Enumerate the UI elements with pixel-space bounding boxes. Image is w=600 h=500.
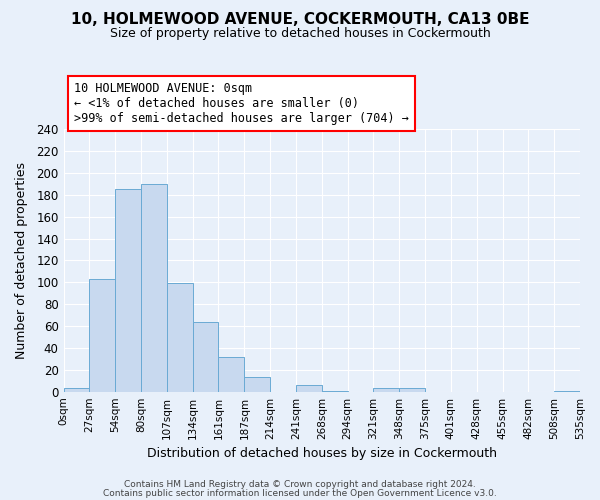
Text: 10, HOLMEWOOD AVENUE, COCKERMOUTH, CA13 0BE: 10, HOLMEWOOD AVENUE, COCKERMOUTH, CA13 … [71, 12, 529, 28]
Bar [141, 184, 167, 392]
Bar [218, 356, 244, 392]
Bar [193, 322, 218, 392]
Text: 10 HOLMEWOOD AVENUE: 0sqm
← <1% of detached houses are smaller (0)
>99% of semi-: 10 HOLMEWOOD AVENUE: 0sqm ← <1% of detac… [74, 82, 409, 125]
Bar [244, 378, 270, 392]
Bar [64, 388, 89, 392]
X-axis label: Distribution of detached houses by size in Cockermouth: Distribution of detached houses by size … [147, 447, 497, 460]
Bar [296, 385, 322, 392]
Text: Contains public sector information licensed under the Open Government Licence v3: Contains public sector information licen… [103, 488, 497, 498]
Text: Contains HM Land Registry data © Crown copyright and database right 2024.: Contains HM Land Registry data © Crown c… [124, 480, 476, 489]
Bar [554, 390, 580, 392]
Bar [399, 388, 425, 392]
Bar [115, 190, 141, 392]
Bar [373, 388, 399, 392]
Bar [167, 284, 193, 392]
Y-axis label: Number of detached properties: Number of detached properties [15, 162, 28, 359]
Bar [322, 390, 347, 392]
Bar [89, 279, 115, 392]
Text: Size of property relative to detached houses in Cockermouth: Size of property relative to detached ho… [110, 28, 490, 40]
